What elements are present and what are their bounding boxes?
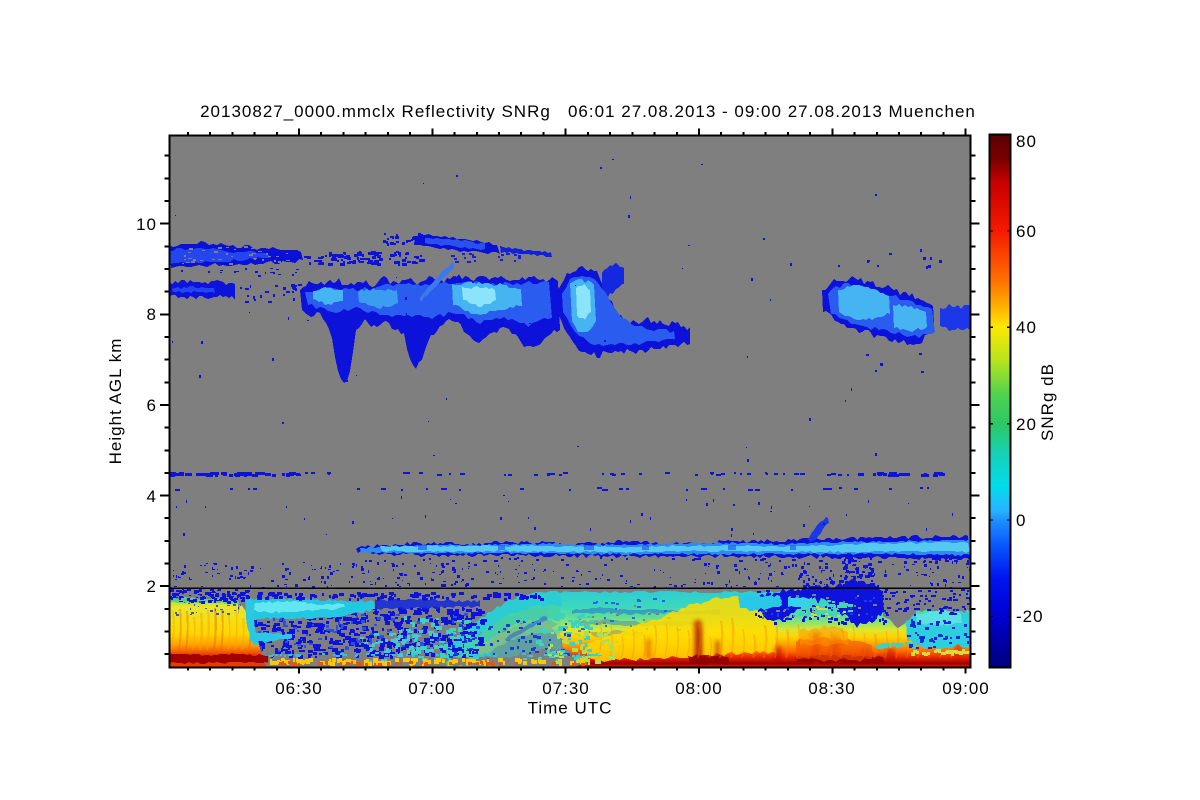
svg-text:08:30: 08:30 <box>808 679 856 698</box>
svg-text:0: 0 <box>1016 511 1026 530</box>
svg-text:4: 4 <box>147 487 157 506</box>
svg-text:09:00: 09:00 <box>942 679 990 698</box>
svg-text:2: 2 <box>147 577 157 596</box>
svg-text:08:00: 08:00 <box>675 679 723 698</box>
svg-text:60: 60 <box>1016 222 1037 241</box>
svg-text:07:30: 07:30 <box>542 679 590 698</box>
svg-text:40: 40 <box>1016 318 1037 337</box>
svg-text:07:00: 07:00 <box>408 679 456 698</box>
svg-text:6: 6 <box>147 396 157 415</box>
svg-text:06:30: 06:30 <box>275 679 323 698</box>
svg-text:-20: -20 <box>1016 607 1044 626</box>
svg-text:SNRg dB: SNRg dB <box>1038 363 1057 441</box>
svg-text:10: 10 <box>136 215 157 234</box>
svg-text:80: 80 <box>1016 132 1037 151</box>
svg-text:8: 8 <box>147 305 157 324</box>
svg-text:Height AGL km: Height AGL km <box>106 338 125 465</box>
svg-text:20: 20 <box>1016 415 1037 434</box>
svg-text:Time UTC: Time UTC <box>528 699 613 718</box>
svg-text:20130827_0000.mmclx Reflectivi: 20130827_0000.mmclx Reflectivity SNRg 06… <box>200 102 976 121</box>
